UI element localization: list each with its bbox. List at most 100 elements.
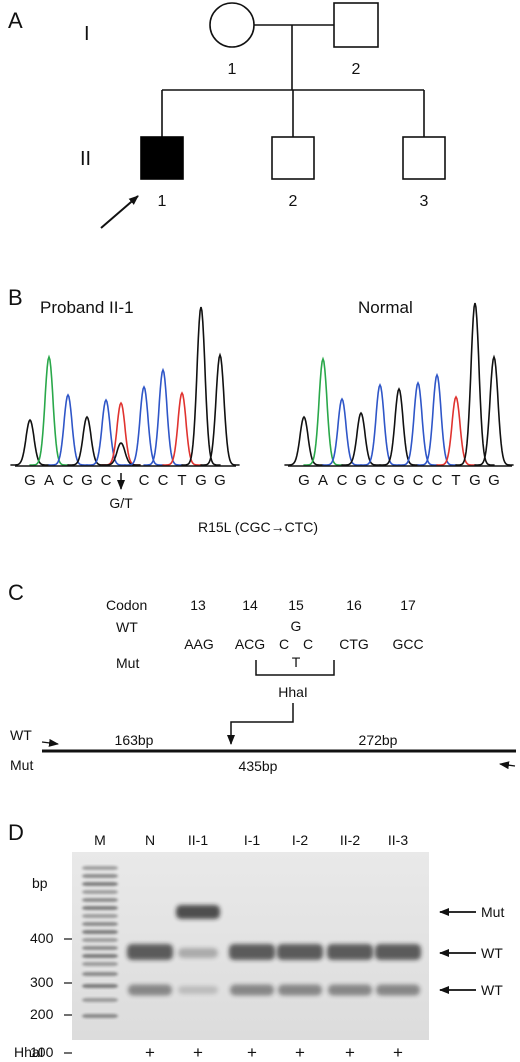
fragment-163bp: 163bp (115, 732, 154, 748)
codon-16: CTG (339, 636, 369, 652)
lane-label-i-1: I-1 (244, 832, 261, 848)
ladder-band (82, 954, 118, 958)
normal-base: C (337, 472, 348, 489)
codon-15-wt-middle: G (291, 618, 302, 634)
normal-peak (379, 387, 419, 466)
generation-label-ii: II (80, 148, 91, 170)
enzyme-sign: + (295, 1043, 305, 1062)
enzyme-sign: + (193, 1043, 203, 1062)
wt-272bp-band (127, 944, 173, 960)
wt-163bp-band (178, 986, 218, 994)
label-i-1: 1 (228, 61, 237, 78)
normal-base: G (393, 472, 405, 489)
ladder-band (82, 882, 118, 886)
mut-band-label: Mut (481, 904, 504, 920)
ladder-band (82, 946, 118, 950)
ladder-band (82, 906, 118, 910)
bp-unit-label: bp (32, 875, 48, 891)
codon-17: GCC (392, 636, 423, 652)
proband-base: G (24, 472, 36, 489)
hhai-label: HhaI (278, 684, 308, 700)
ladder-band (82, 972, 118, 976)
panel-d-letter: D (8, 820, 24, 845)
ladder-band (82, 874, 118, 878)
fragment-272bp: 272bp (359, 732, 398, 748)
ladder-band (82, 962, 118, 966)
codon-label: Codon (106, 597, 147, 613)
normal-peak (341, 411, 381, 466)
ladder-mark-100: 100 (30, 1044, 54, 1060)
normal-peak (322, 397, 362, 466)
normal-base: C (413, 472, 424, 489)
map-mut-label: Mut (10, 757, 33, 773)
normal-base: C (375, 472, 386, 489)
codon-number: 15 (288, 597, 304, 613)
affected-male-ii-1 (140, 136, 184, 180)
normal-peak (436, 395, 476, 466)
panel-a-letter: A (8, 8, 23, 33)
fragment-435bp: 435bp (239, 758, 278, 774)
proband-title: Proband II-1 (40, 298, 134, 317)
panel-d-gel: D M N II-1 I-1 I-2 II-2 II-3 bp 400 300 … (8, 820, 504, 1062)
cut-site-arrow (227, 703, 294, 745)
normal-peak (284, 415, 324, 466)
proband-peak (101, 442, 141, 466)
normal-peak (417, 372, 457, 466)
wt-272bp-band (327, 944, 373, 960)
wt-163bp-band (128, 984, 172, 996)
ladder-band (82, 898, 118, 902)
normal-base: C (432, 472, 443, 489)
proband-base: G (81, 472, 93, 489)
proband-peak (143, 367, 183, 466)
lane-label-ii-1: II-1 (188, 832, 208, 848)
ladder-band (82, 866, 118, 870)
enzyme-sign: + (145, 1043, 155, 1062)
proband-base: G (195, 472, 207, 489)
normal-base: G (469, 472, 481, 489)
mutant-435bp-band (176, 905, 220, 919)
label-ii-2: 2 (289, 193, 298, 210)
codon-number: 17 (400, 597, 416, 613)
map-wt-label: WT (10, 727, 32, 743)
proband-peak (200, 352, 240, 466)
codon-13: AAG (184, 636, 214, 652)
normal-base: G (298, 472, 310, 489)
proband-peak (162, 391, 202, 466)
ladder-band (82, 930, 118, 934)
label-ii-1: 1 (158, 193, 167, 210)
male-ii-2 (271, 136, 315, 180)
gel-bands (82, 866, 421, 1018)
female-i-1 (209, 2, 255, 48)
ladder-band (82, 938, 118, 942)
proband-peak (86, 398, 126, 466)
lane-label-ii-2: II-2 (340, 832, 360, 848)
proband-peak (29, 354, 69, 466)
lane-label-ii-3: II-3 (388, 832, 408, 848)
generation-label-i: I (84, 23, 90, 45)
hhai-row-label: HhaI (14, 1044, 44, 1060)
wt-163bp-band (278, 984, 322, 996)
label-i-2: 2 (352, 61, 361, 78)
ladder-mark-200: 200 (30, 1006, 54, 1022)
wt-272bp-band (375, 944, 421, 960)
enzyme-sign: + (393, 1043, 403, 1062)
codon-15-last: C (303, 636, 313, 652)
codon-number: 16 (346, 597, 362, 613)
proband-peak (67, 415, 107, 466)
proband-arrow (100, 195, 139, 229)
wt-163bp-band (376, 984, 420, 996)
proband-peak (48, 393, 88, 466)
wt-163bp-band (328, 984, 372, 996)
panel-a-pedigree: A I II 1 2 1 2 3 (8, 2, 446, 229)
forward-primer-arrow (41, 738, 59, 747)
proband-peak (124, 385, 164, 466)
codon-number: 14 (242, 597, 258, 613)
panel-b-letter: B (8, 285, 23, 310)
lane-label-i-2: I-2 (292, 832, 309, 848)
proband-peak (10, 418, 50, 466)
normal-base: A (318, 472, 328, 489)
normal-title: Normal (358, 298, 413, 317)
wt-lower-band-label: WT (481, 982, 503, 998)
panel-c-letter: C (8, 580, 24, 605)
